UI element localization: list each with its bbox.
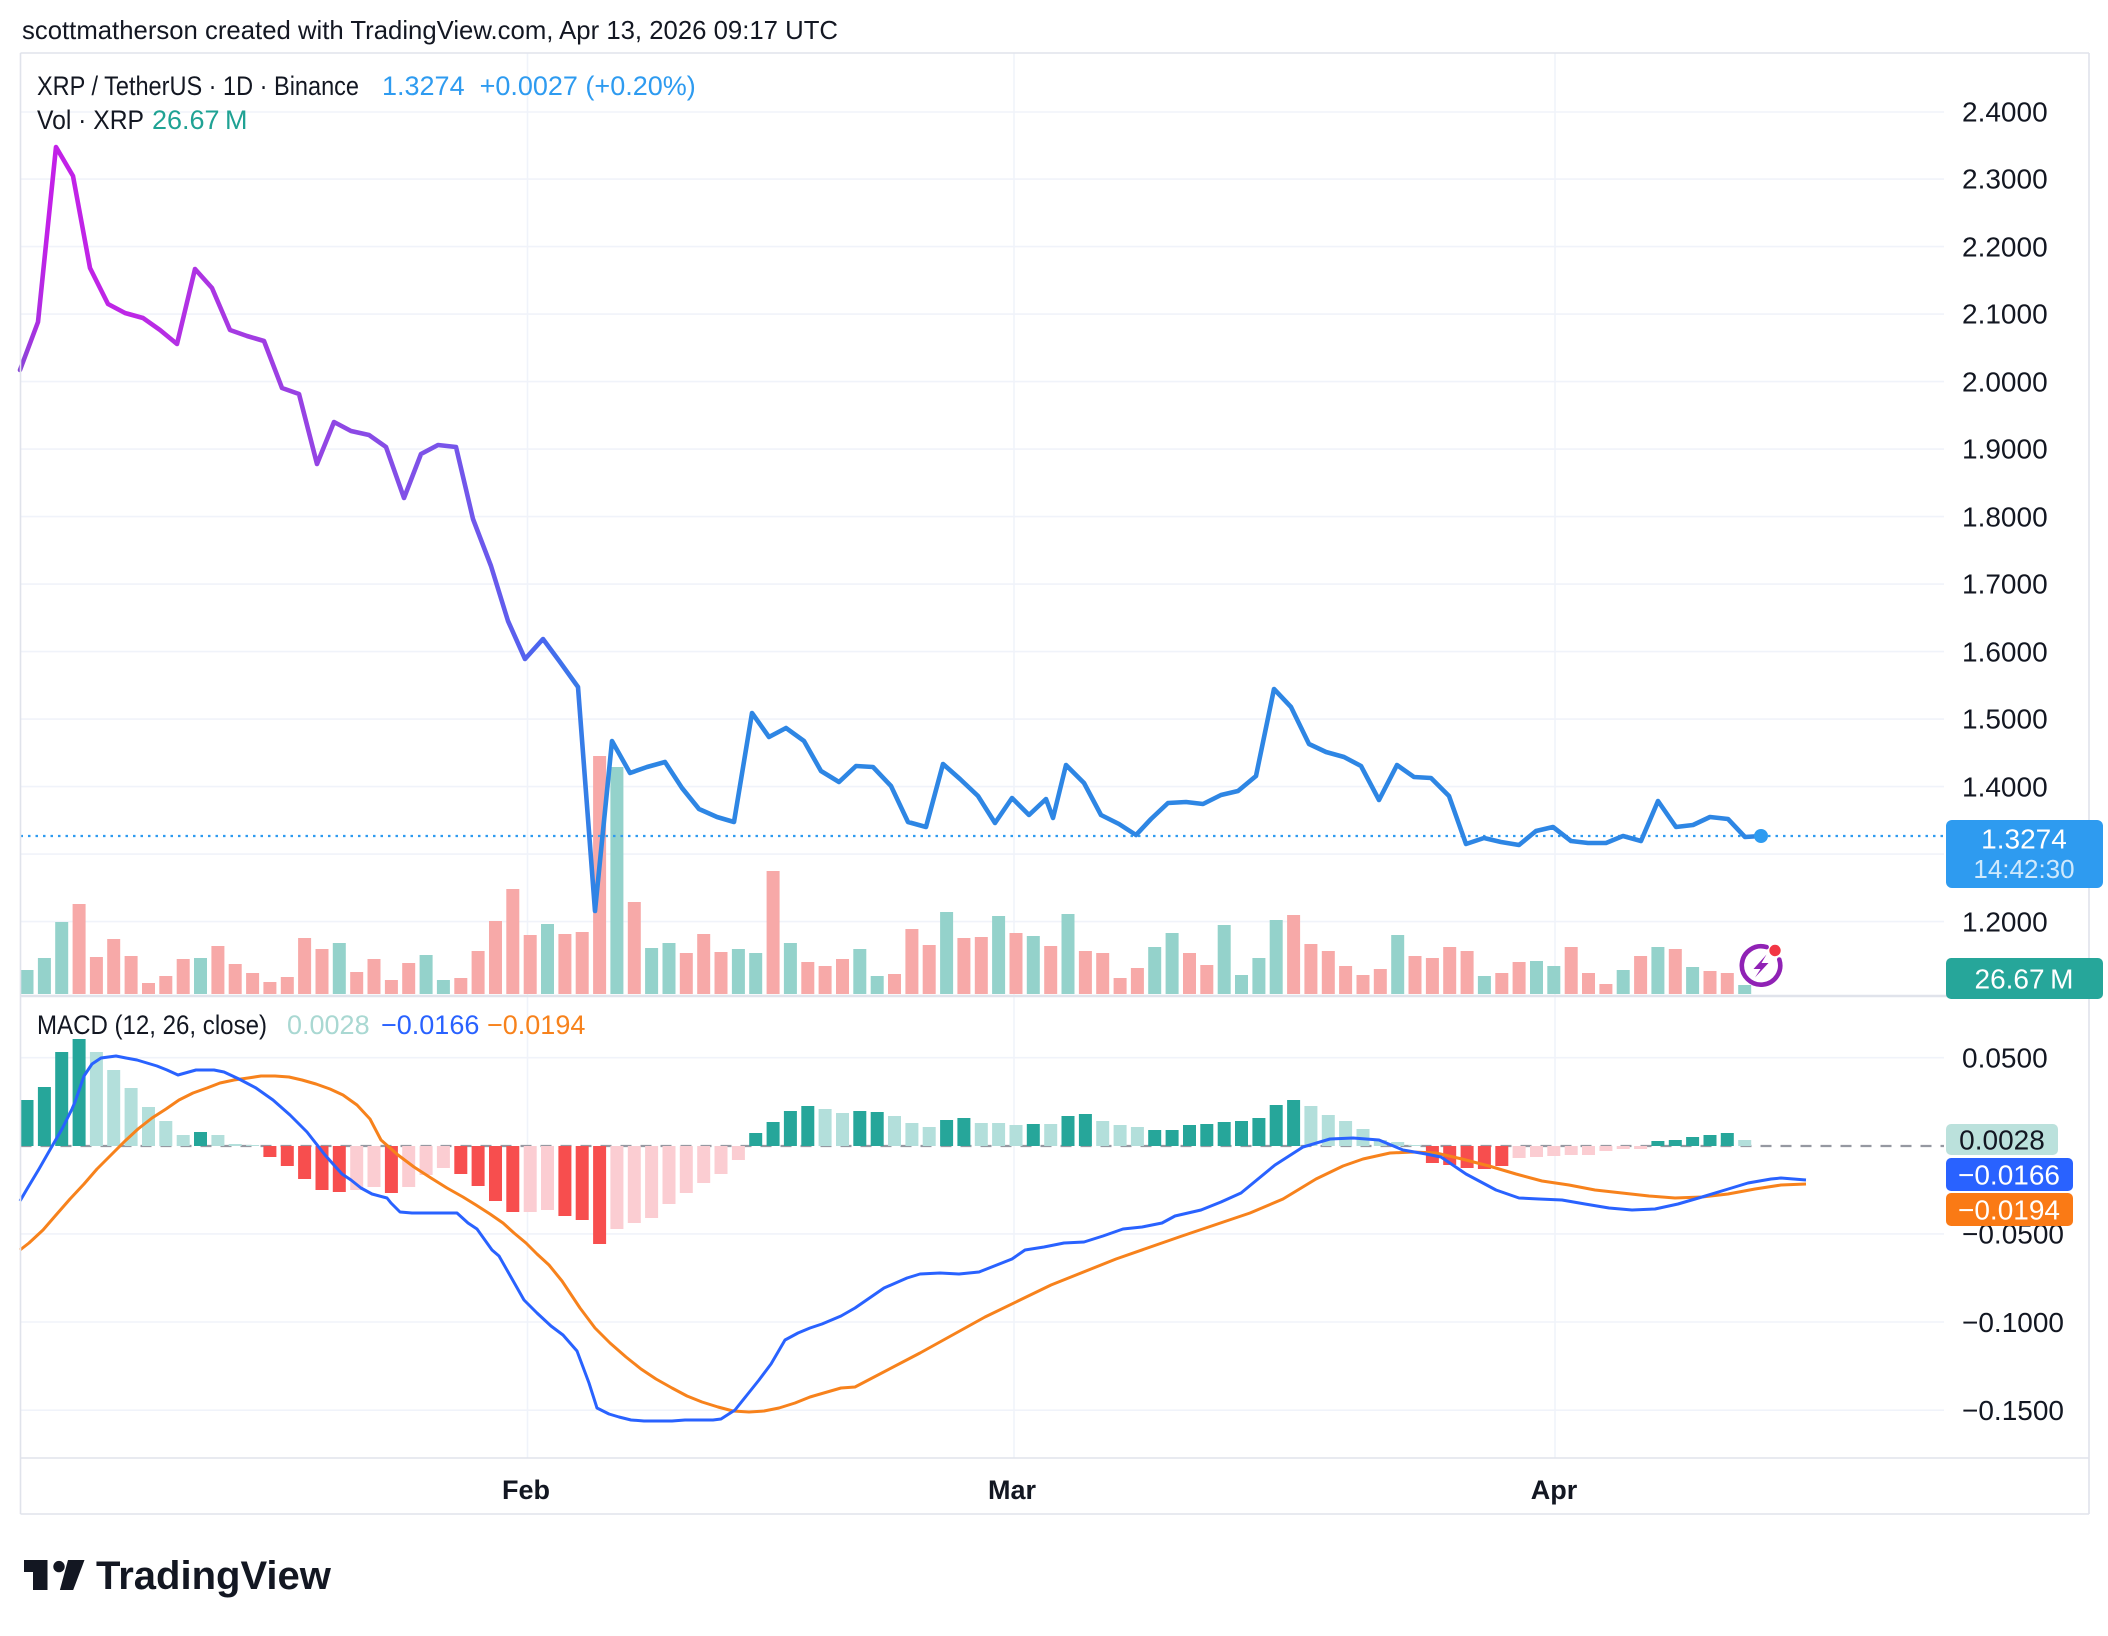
- svg-text:1.2000: 1.2000: [1962, 907, 2048, 938]
- svg-text:2.0000: 2.0000: [1962, 367, 2048, 398]
- svg-text:−0.0166: −0.0166: [1958, 1160, 2060, 1191]
- svg-text:2.1000: 2.1000: [1962, 299, 2048, 330]
- svg-text:1.6000: 1.6000: [1962, 637, 2048, 668]
- svg-text:26.67 M: 26.67 M: [1975, 964, 2074, 995]
- svg-text:XRP / TetherUS · 1D · Binance: XRP / TetherUS · 1D · Binance: [37, 71, 359, 101]
- svg-text:0.0028: 0.0028: [1959, 1125, 2045, 1156]
- svg-text:scottmatherson created with Tr: scottmatherson created with TradingView.…: [22, 15, 838, 45]
- svg-text:−0.1500: −0.1500: [1962, 1395, 2064, 1426]
- svg-text:Apr: Apr: [1531, 1475, 1578, 1505]
- svg-text:0.0028: 0.0028: [287, 1010, 370, 1040]
- svg-text:−0.0194: −0.0194: [487, 1010, 585, 1040]
- svg-text:26.67 M: 26.67 M: [152, 105, 247, 135]
- svg-text:14:42:30: 14:42:30: [1973, 854, 2074, 884]
- svg-text:−0.0194: −0.0194: [1958, 1195, 2060, 1226]
- svg-text:Feb: Feb: [502, 1475, 550, 1505]
- svg-text:2.2000: 2.2000: [1962, 232, 2048, 263]
- svg-text:1.3274 +0.0027 (+0.20%): 1.3274 +0.0027 (+0.20%): [382, 71, 696, 101]
- svg-text:Vol · XRP: Vol · XRP: [37, 105, 144, 135]
- svg-text:1.3274: 1.3274: [1981, 824, 2067, 855]
- svg-text:1.7000: 1.7000: [1962, 569, 2048, 600]
- svg-text:1.8000: 1.8000: [1962, 502, 2048, 533]
- svg-text:2.4000: 2.4000: [1962, 97, 2048, 128]
- svg-text:1.9000: 1.9000: [1962, 434, 2048, 465]
- svg-text:1.5000: 1.5000: [1962, 704, 2048, 735]
- svg-text:1.4000: 1.4000: [1962, 772, 2048, 803]
- svg-text:2.3000: 2.3000: [1962, 164, 2048, 195]
- svg-text:MACD (12, 26, close): MACD (12, 26, close): [37, 1010, 267, 1040]
- svg-text:0.0500: 0.0500: [1962, 1043, 2048, 1074]
- svg-text:Mar: Mar: [988, 1475, 1037, 1505]
- svg-text:−0.1000: −0.1000: [1962, 1307, 2064, 1338]
- svg-text:TradingView: TradingView: [96, 1554, 332, 1598]
- svg-text:−0.0166: −0.0166: [381, 1010, 479, 1040]
